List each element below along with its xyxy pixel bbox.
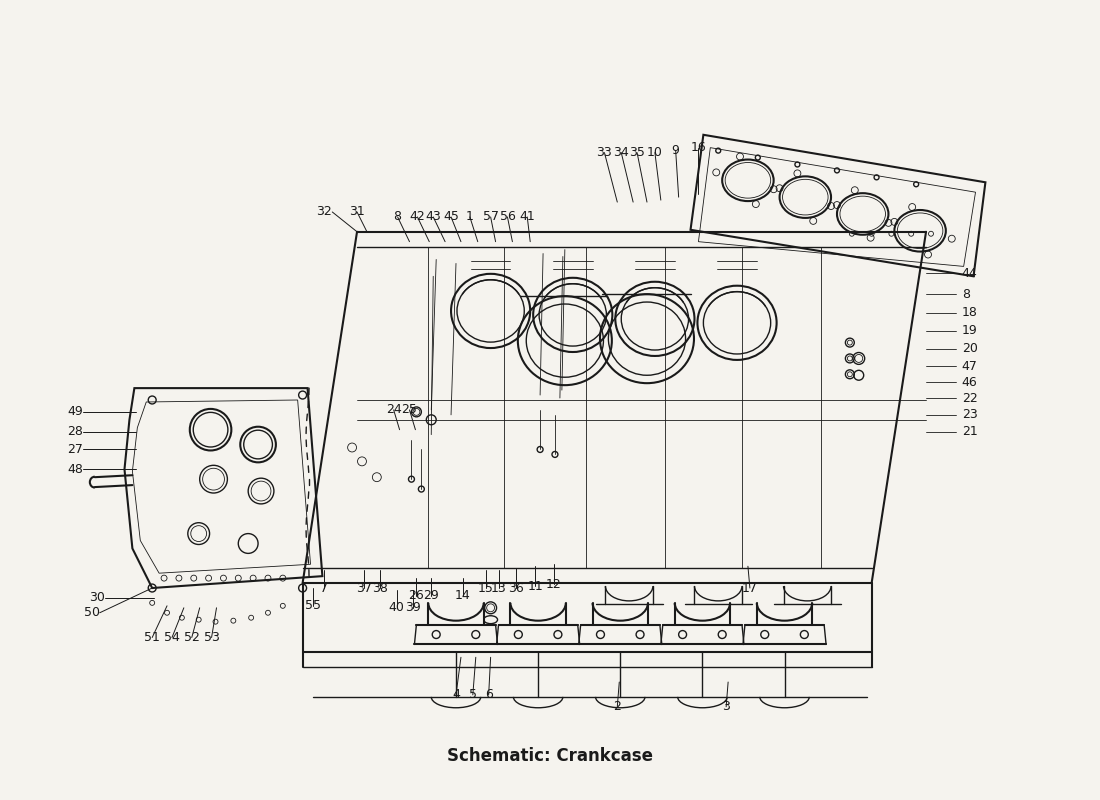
Text: 13: 13 (491, 582, 506, 594)
Text: 9: 9 (672, 144, 680, 157)
Text: 41: 41 (519, 210, 535, 223)
Text: 45: 45 (443, 210, 459, 223)
Text: 15: 15 (477, 582, 494, 594)
Text: 7: 7 (320, 582, 329, 594)
Text: 10: 10 (647, 146, 663, 159)
Text: 50: 50 (84, 606, 100, 619)
Text: 33: 33 (596, 146, 613, 159)
Text: 18: 18 (961, 306, 978, 319)
Text: 39: 39 (406, 602, 421, 614)
Text: 2: 2 (614, 700, 622, 714)
Text: 46: 46 (961, 376, 978, 389)
Text: 48: 48 (67, 462, 82, 476)
Text: 21: 21 (961, 425, 978, 438)
Text: 20: 20 (961, 342, 978, 355)
Text: 28: 28 (67, 425, 82, 438)
Text: 51: 51 (144, 631, 161, 644)
Text: 1: 1 (466, 210, 474, 223)
Text: 22: 22 (961, 391, 978, 405)
Text: 54: 54 (164, 631, 180, 644)
Text: 40: 40 (388, 602, 405, 614)
Text: 34: 34 (614, 146, 629, 159)
Text: 27: 27 (67, 443, 82, 456)
Text: 3: 3 (723, 700, 730, 714)
Text: 31: 31 (349, 206, 365, 218)
Text: Schematic: Crankcase: Schematic: Crankcase (447, 747, 653, 766)
Text: 23: 23 (961, 408, 978, 422)
Text: 42: 42 (409, 210, 426, 223)
Text: 37: 37 (356, 582, 372, 594)
Text: 24: 24 (386, 403, 402, 416)
Text: 57: 57 (483, 210, 498, 223)
Text: 49: 49 (67, 406, 82, 418)
Text: 17: 17 (742, 582, 758, 594)
Text: 8: 8 (394, 210, 402, 223)
Text: 35: 35 (629, 146, 645, 159)
Text: 56: 56 (499, 210, 516, 223)
Text: 53: 53 (204, 631, 220, 644)
Text: 14: 14 (455, 590, 471, 602)
Text: 11: 11 (527, 579, 543, 593)
Text: 43: 43 (426, 210, 441, 223)
Text: 4: 4 (452, 688, 460, 702)
Text: 52: 52 (184, 631, 200, 644)
Text: 29: 29 (424, 590, 439, 602)
Text: 12: 12 (546, 578, 562, 590)
Text: 19: 19 (961, 324, 978, 338)
Text: 16: 16 (691, 141, 706, 154)
Text: 6: 6 (485, 688, 493, 702)
Text: 47: 47 (961, 360, 978, 373)
Text: 25: 25 (402, 403, 417, 416)
Text: 5: 5 (469, 688, 476, 702)
Text: 30: 30 (89, 591, 104, 605)
Text: 55: 55 (305, 599, 320, 612)
Text: 32: 32 (317, 206, 332, 218)
Text: 8: 8 (961, 288, 970, 301)
Text: 38: 38 (372, 582, 387, 594)
Text: 44: 44 (961, 267, 978, 280)
Text: 36: 36 (508, 582, 525, 594)
Text: 26: 26 (408, 590, 425, 602)
